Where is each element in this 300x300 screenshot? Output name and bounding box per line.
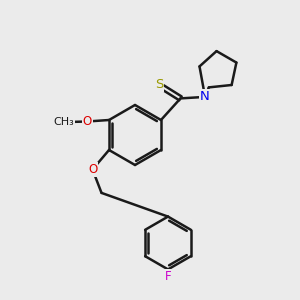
Text: O: O [83, 115, 92, 128]
Text: N: N [200, 90, 210, 104]
Text: CH₃: CH₃ [54, 117, 74, 127]
Text: S: S [155, 78, 163, 92]
Text: F: F [165, 269, 171, 283]
Text: O: O [88, 163, 97, 176]
